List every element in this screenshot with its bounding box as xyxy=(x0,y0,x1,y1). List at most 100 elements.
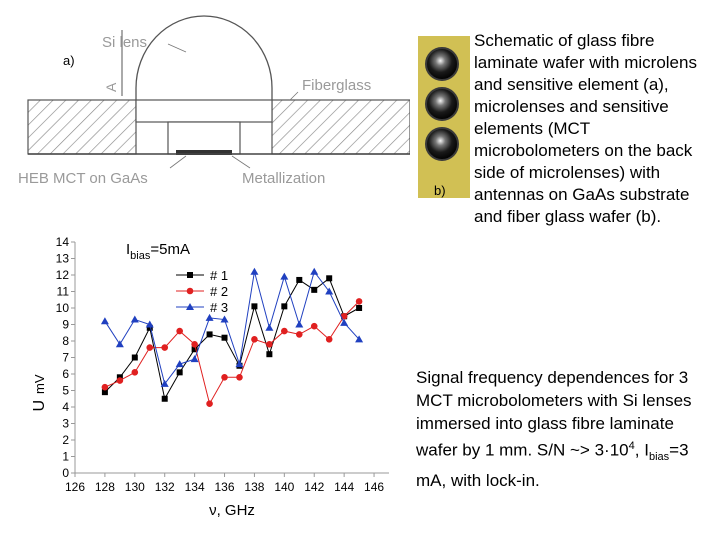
x-tick-label: 130 xyxy=(125,480,145,494)
data-point xyxy=(311,286,318,293)
data-point xyxy=(160,379,169,387)
data-point xyxy=(295,331,303,338)
data-point xyxy=(356,305,363,311)
data-point xyxy=(146,344,154,351)
data-point xyxy=(251,336,258,343)
legend-marker xyxy=(187,272,193,278)
series-3 xyxy=(100,267,364,387)
legend-label: # 2 xyxy=(210,284,228,299)
data-point xyxy=(116,377,124,384)
microlens-photo xyxy=(418,36,470,198)
fiberglass-label: Fiberglass xyxy=(302,77,371,94)
data-point xyxy=(281,327,288,335)
data-point xyxy=(221,334,228,341)
data-point xyxy=(221,374,228,381)
metallization-label: Metallization xyxy=(242,170,325,187)
figure-b-label: b) xyxy=(434,183,446,198)
si-lens-label: Si lens xyxy=(102,34,147,51)
caption-bottom-text: Signal frequency dependences for 3 MCT m… xyxy=(416,368,692,460)
x-tick-label: 140 xyxy=(274,480,294,494)
data-point xyxy=(295,320,304,328)
series-line xyxy=(104,277,360,401)
data-point xyxy=(101,383,109,391)
legend-marker xyxy=(186,303,194,310)
legend-label: # 1 xyxy=(210,268,228,283)
data-point xyxy=(310,267,319,275)
y-tick-label: 8 xyxy=(62,334,69,348)
data-point xyxy=(325,287,334,295)
x-tick-label: 134 xyxy=(185,480,205,494)
data-point xyxy=(146,324,153,331)
si-lens-body xyxy=(135,99,273,123)
data-point xyxy=(266,351,273,358)
data-point xyxy=(190,355,199,363)
data-point xyxy=(161,344,169,351)
legend-marker xyxy=(186,287,194,295)
data-point xyxy=(100,317,109,325)
lens-schematic: Si lens A Fiberglass HEB MCT on GaAs Met… xyxy=(18,15,410,187)
data-point xyxy=(206,400,213,407)
y-tick-label: 3 xyxy=(62,417,69,431)
y-tick-label: 4 xyxy=(62,400,69,414)
y-tick-label: 6 xyxy=(62,367,69,381)
data-point xyxy=(116,374,123,381)
y-tick-label: 10 xyxy=(56,301,70,315)
data-point xyxy=(326,275,333,282)
data-point xyxy=(220,315,229,323)
series-1 xyxy=(101,275,363,402)
y-tick-label: 9 xyxy=(62,318,69,332)
microlens-1 xyxy=(425,47,459,81)
series-line xyxy=(104,301,360,406)
data-point xyxy=(205,313,214,321)
data-point xyxy=(176,369,183,376)
y-tick-label: 5 xyxy=(62,384,69,398)
y-axis-label: UmV xyxy=(31,374,48,411)
chart-legend: # 1# 2# 3 xyxy=(176,268,228,315)
fiberglass-left-block xyxy=(27,99,137,155)
fiberglass-right-block xyxy=(271,99,410,155)
si-lens-dome xyxy=(135,15,273,100)
x-tick-label: 138 xyxy=(244,480,264,494)
data-point xyxy=(250,267,259,275)
svg-text:UmV: UmV xyxy=(31,374,48,411)
caption-bottom: Signal frequency dependences for 3 MCT m… xyxy=(416,368,692,491)
data-point xyxy=(280,272,289,280)
x-tick-label: 136 xyxy=(215,480,235,494)
chart-title: Ibias=5mA xyxy=(126,241,190,262)
data-point xyxy=(131,369,139,376)
data-point xyxy=(145,320,154,328)
data-point xyxy=(266,341,273,348)
lens-recess xyxy=(167,121,241,155)
axis-a-label: A xyxy=(103,82,119,92)
y-tick-label: 2 xyxy=(62,433,69,447)
x-tick-label: 142 xyxy=(304,480,324,494)
figure-a-label: a) xyxy=(63,53,75,68)
data-point xyxy=(355,335,364,343)
data-point xyxy=(325,336,333,343)
data-point xyxy=(251,303,258,310)
y-tick-label: 7 xyxy=(62,351,69,365)
microlens-3 xyxy=(425,127,459,161)
data-point xyxy=(236,374,243,381)
x-tick-label: 146 xyxy=(364,480,384,494)
data-point xyxy=(175,360,184,368)
data-point xyxy=(206,331,213,338)
data-point xyxy=(130,315,139,323)
x-tick-label: 144 xyxy=(334,480,354,494)
data-point xyxy=(265,323,274,331)
microlens-2 xyxy=(425,87,459,121)
data-point xyxy=(101,389,108,396)
data-point xyxy=(131,354,138,361)
y-tick-label: 1 xyxy=(62,450,69,464)
data-point xyxy=(281,303,288,310)
x-tick-label: 132 xyxy=(155,480,175,494)
y-tick-label: 12 xyxy=(56,268,70,282)
series-line xyxy=(104,270,360,386)
data-point xyxy=(191,341,198,348)
data-point xyxy=(296,276,303,283)
legend-label: # 3 xyxy=(210,300,228,315)
series-2 xyxy=(101,298,363,407)
data-point xyxy=(235,360,244,368)
data-point xyxy=(340,318,349,326)
data-point xyxy=(191,346,198,353)
